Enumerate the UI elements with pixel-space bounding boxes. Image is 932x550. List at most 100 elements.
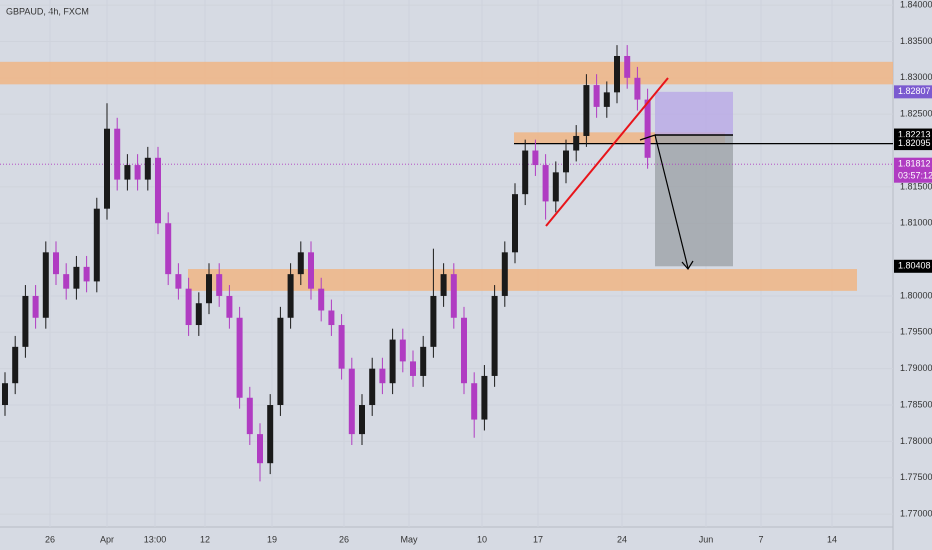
candle-body xyxy=(603,92,610,107)
candle-body xyxy=(32,295,39,318)
candle-body xyxy=(277,317,284,406)
price-label-bg xyxy=(894,85,932,99)
y-tick-label: 1.82500 xyxy=(900,109,932,119)
x-tick-label: Apr xyxy=(100,534,114,544)
price-label: 1.82095 xyxy=(898,138,931,148)
candle-body xyxy=(501,252,508,296)
candle-body xyxy=(165,223,172,275)
candle-body xyxy=(206,274,212,304)
candle-body xyxy=(297,252,304,275)
trend-line xyxy=(545,77,669,227)
candle-body xyxy=(134,165,141,180)
candle-body xyxy=(471,383,478,420)
price-label: 1.82213 xyxy=(898,129,931,139)
candle-body xyxy=(430,295,437,347)
candle-body xyxy=(185,288,192,326)
candle-body xyxy=(440,274,447,296)
price-label: 1.82807 xyxy=(898,86,931,96)
candle-body xyxy=(512,194,518,253)
x-tick-label: 19 xyxy=(267,534,277,544)
candle-body xyxy=(104,128,110,209)
candle-body xyxy=(267,405,274,464)
y-tick-label: 1.79500 xyxy=(900,327,932,337)
y-tick-label: 1.77000 xyxy=(900,508,932,518)
price-label: 1.80408 xyxy=(898,261,931,271)
candle-body xyxy=(93,208,100,282)
candle-body xyxy=(583,85,590,136)
candle-body xyxy=(542,165,549,202)
x-tick-label: 7 xyxy=(758,534,763,544)
candle-body xyxy=(236,317,243,398)
candle-body xyxy=(573,135,580,151)
candle-body xyxy=(83,266,90,282)
candle-body xyxy=(318,288,325,311)
x-tick-label: 12 xyxy=(200,534,210,544)
candle-body xyxy=(522,150,529,195)
y-tick-label: 1.83000 xyxy=(900,72,932,82)
candle-body xyxy=(399,339,406,362)
candle-body xyxy=(175,274,182,289)
y-tick-label: 1.81500 xyxy=(900,181,932,191)
candle-body xyxy=(63,274,70,289)
candle-body xyxy=(73,266,80,289)
x-tick-label: 14 xyxy=(827,534,837,544)
candle-body xyxy=(308,252,314,289)
zone xyxy=(0,61,893,85)
candle-body xyxy=(644,99,651,158)
x-tick-label: 13:00 xyxy=(144,534,167,544)
y-tick-label: 1.78000 xyxy=(900,436,932,446)
candle-body xyxy=(593,85,600,107)
candle-body xyxy=(552,172,559,202)
candle-body xyxy=(410,361,416,376)
y-tick-label: 1.81000 xyxy=(900,218,932,228)
candle-body xyxy=(491,295,498,376)
candle-body xyxy=(144,157,151,180)
x-tick-label: 26 xyxy=(339,534,349,544)
candle-body xyxy=(563,150,569,173)
candle-body xyxy=(450,274,457,318)
candle-body xyxy=(42,252,49,318)
candle-body xyxy=(2,383,8,406)
candle-body xyxy=(338,325,345,369)
candle-body xyxy=(379,368,386,384)
candle-body xyxy=(624,55,631,78)
countdown: 03:57:12 xyxy=(898,171,932,181)
target-box xyxy=(655,135,733,267)
x-tick-label: May xyxy=(400,534,418,544)
candle-body xyxy=(114,128,121,180)
candle-body xyxy=(359,405,365,435)
candle-body xyxy=(12,346,19,384)
candle-body xyxy=(634,77,641,100)
candle-body xyxy=(532,150,539,166)
candle-body xyxy=(461,317,467,384)
candle-body xyxy=(155,157,161,224)
candle-body xyxy=(226,295,233,318)
y-tick-label: 1.77500 xyxy=(900,472,932,482)
candle-body xyxy=(481,375,488,420)
x-tick-label: 26 xyxy=(45,534,55,544)
candle-body xyxy=(287,274,294,318)
arrow-path xyxy=(639,134,689,269)
zone xyxy=(188,269,857,291)
price-label-bg xyxy=(894,259,932,273)
price-label: 1.81812 xyxy=(898,159,931,169)
y-tick-label: 1.84000 xyxy=(900,0,932,9)
y-tick-label: 1.79000 xyxy=(900,363,932,373)
y-tick-label: 1.78500 xyxy=(900,399,932,409)
candle-body xyxy=(216,274,223,296)
price-label-bg xyxy=(894,137,932,151)
arrow-head xyxy=(681,260,694,271)
candle-body xyxy=(257,434,263,464)
candle-body xyxy=(22,295,29,347)
candle-body xyxy=(420,346,427,376)
candle-body xyxy=(348,368,355,435)
candle-body xyxy=(195,303,202,326)
y-tick-label: 1.80000 xyxy=(900,290,932,300)
y-tick-label: 1.83500 xyxy=(900,36,932,46)
price-label-bg xyxy=(894,157,932,183)
candle-body xyxy=(246,397,253,435)
x-tick-label: 10 xyxy=(477,534,487,544)
x-tick-label: 17 xyxy=(533,534,543,544)
